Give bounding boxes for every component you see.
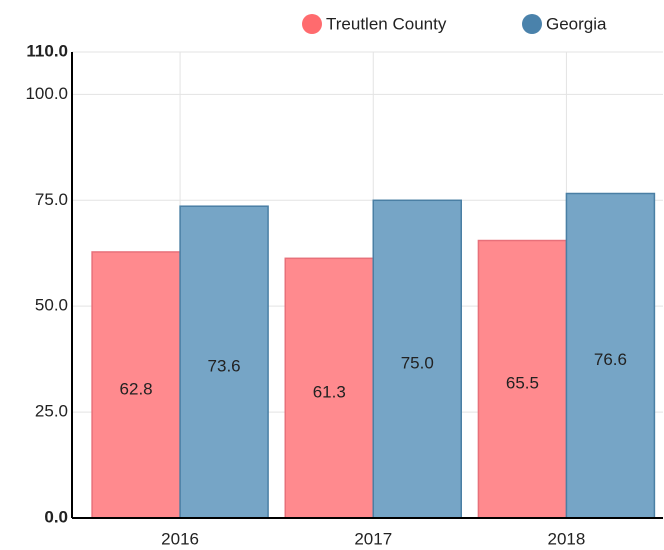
data-label: 73.6: [208, 357, 241, 376]
x-tick-label: 2018: [548, 529, 586, 548]
legend-marker: [302, 14, 322, 34]
y-tick-label: 100.0: [25, 84, 68, 103]
data-label: 61.3: [313, 383, 346, 402]
data-label: 65.5: [506, 374, 539, 393]
legend-marker: [522, 14, 542, 34]
data-label: 76.6: [594, 350, 627, 369]
y-tick-label: 75.0: [35, 190, 68, 209]
legend-label: Treutlen County: [326, 14, 447, 33]
legend-label: Georgia: [546, 14, 607, 33]
x-tick-label: 2017: [354, 529, 392, 548]
data-label: 75.0: [401, 354, 434, 373]
y-tick-label: 110.0: [26, 41, 68, 60]
bar: [565, 192, 656, 519]
y-tick-label: 50.0: [35, 296, 68, 315]
y-tick-label: 0.0: [44, 507, 68, 526]
data-label: 62.8: [120, 379, 153, 398]
y-tick-label: 25.0: [35, 402, 68, 421]
x-tick-label: 2016: [161, 529, 199, 548]
